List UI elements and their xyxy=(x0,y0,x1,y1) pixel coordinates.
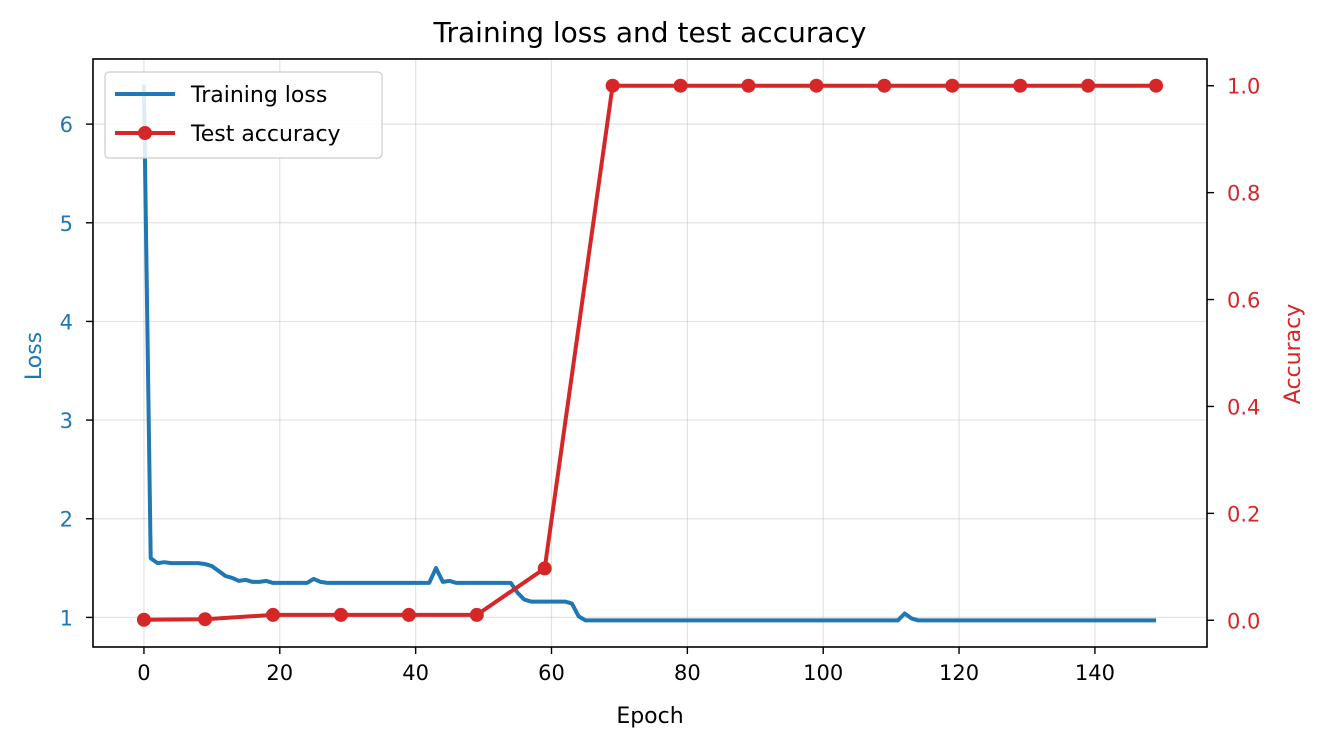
data-point-test-accuracy xyxy=(198,612,213,627)
legend-label-training-loss: Training loss xyxy=(190,83,327,108)
y-right-tick-label: 1.0 xyxy=(1227,75,1260,99)
y-axis-label-right: Accuracy xyxy=(1281,304,1306,404)
data-point-test-accuracy xyxy=(605,78,620,93)
data-point-test-accuracy xyxy=(401,607,416,622)
chart-title: Training loss and test accuracy xyxy=(433,16,867,49)
y-right-tick-label: 0.2 xyxy=(1227,502,1260,526)
data-point-test-accuracy xyxy=(1013,78,1028,93)
x-tick-label: 0 xyxy=(137,661,150,685)
x-tick-label: 60 xyxy=(538,661,565,685)
x-tick-label: 20 xyxy=(266,661,293,685)
x-tick-label: 140 xyxy=(1075,661,1115,685)
y-right-tick-label: 0.8 xyxy=(1227,182,1260,206)
x-axis-label: Epoch xyxy=(616,704,683,729)
data-point-test-accuracy xyxy=(537,561,552,576)
x-tick-label: 100 xyxy=(803,661,843,685)
legend-marker-test-accuracy xyxy=(138,126,152,140)
series-line-test-accuracy xyxy=(143,83,1157,622)
y-right-tick-label: 0.4 xyxy=(1227,395,1260,419)
x-tick-label: 120 xyxy=(939,661,979,685)
y-left-tick-label: 2 xyxy=(60,508,73,532)
legend: Training loss Test accuracy xyxy=(104,71,383,159)
plot-frame xyxy=(92,58,1208,648)
data-point-test-accuracy xyxy=(809,78,824,93)
y-axis-label-left: Loss xyxy=(22,332,47,380)
data-point-test-accuracy xyxy=(945,78,960,93)
x-tick-label: 40 xyxy=(402,661,429,685)
y-left-tick-label: 3 xyxy=(60,409,73,433)
y-left-tick-label: 5 xyxy=(60,212,73,236)
data-point-test-accuracy xyxy=(333,607,348,622)
data-point-test-accuracy xyxy=(741,78,756,93)
legend-label-test-accuracy: Test accuracy xyxy=(190,122,341,147)
data-point-test-accuracy xyxy=(1081,78,1096,93)
data-point-test-accuracy xyxy=(469,607,484,622)
data-point-test-accuracy xyxy=(136,612,151,627)
data-point-test-accuracy xyxy=(266,607,281,622)
y-left-tick-label: 6 xyxy=(60,113,73,137)
y-left-tick-label: 1 xyxy=(60,606,73,630)
data-point-test-accuracy xyxy=(877,78,892,93)
x-tick-label: 80 xyxy=(674,661,701,685)
y-right-tick-label: 0.0 xyxy=(1227,609,1260,633)
y-left-tick-label: 4 xyxy=(60,310,73,334)
data-point-test-accuracy xyxy=(673,78,688,93)
series-line-training-loss xyxy=(141,84,1157,623)
data-point-test-accuracy xyxy=(1149,78,1164,93)
y-right-tick-label: 0.6 xyxy=(1227,289,1260,313)
